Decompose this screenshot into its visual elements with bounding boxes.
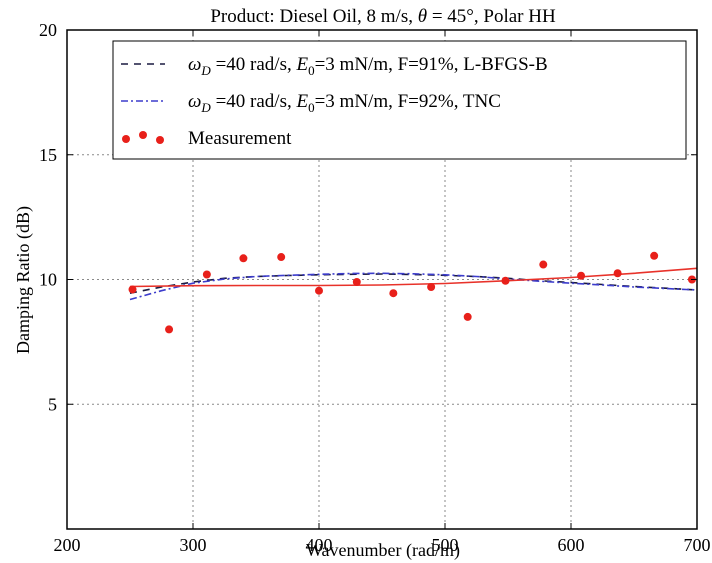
measurement-point	[315, 286, 323, 295]
legend-marker-dot	[122, 135, 130, 143]
measurement-point	[128, 285, 137, 294]
x-tick-label: 200	[54, 535, 81, 555]
x-tick-label: 300	[180, 535, 207, 555]
measurement-point	[650, 251, 659, 260]
series-tnc-line	[129, 272, 698, 301]
plot-series	[128, 251, 698, 334]
measurement-point	[277, 253, 286, 262]
measurement-point	[463, 312, 472, 321]
x-axis-label: Wavenumber (rad/m)	[306, 540, 460, 561]
legend-label-lbfgsb: ωD =40 rad/s, E0=3 mN/m, F=91%, L-BFGS-B	[188, 54, 548, 78]
x-tick-label: 500	[432, 535, 459, 555]
legend-marker-dot	[139, 131, 147, 139]
legend-marker-dot	[156, 136, 164, 144]
measurement-point	[239, 254, 248, 263]
measurement-point	[202, 270, 211, 279]
x-tick-label: 600	[558, 535, 585, 555]
measurement-point	[577, 271, 586, 280]
axis-ticks: 200 300 400 500 600 700 5 10 15 20	[39, 20, 711, 555]
measurement-point	[389, 289, 398, 298]
legend-box	[112, 40, 687, 160]
x-tick-label: 700	[684, 535, 711, 555]
measurement-point	[539, 260, 548, 269]
measurement-point	[501, 276, 510, 285]
x-tick-label: 400	[306, 535, 333, 555]
y-axis-label: Damping Ratio (dB)	[13, 206, 34, 354]
series-fit-line	[129, 267, 698, 288]
y-tick-label: 5	[48, 394, 57, 414]
legend: ωD =40 rad/s, E0=3 mN/m, F=91%, L-BFGS-B…	[112, 40, 687, 160]
measurement-point	[427, 282, 436, 291]
legend-label-measurement: Measurement	[188, 128, 292, 149]
chart-title: Product: Diesel Oil, 8 m/s, θ = 45°, Pol…	[210, 6, 556, 27]
legend-label-tnc: ωD =40 rad/s, E0=3 mN/m, F=92%, TNC	[188, 91, 501, 115]
measurement-point	[613, 269, 622, 278]
y-tick-label: 10	[39, 270, 57, 290]
measurement-point	[165, 325, 174, 334]
measurement-point	[352, 277, 361, 286]
y-tick-label: 20	[39, 20, 57, 40]
y-tick-label: 15	[39, 145, 57, 165]
